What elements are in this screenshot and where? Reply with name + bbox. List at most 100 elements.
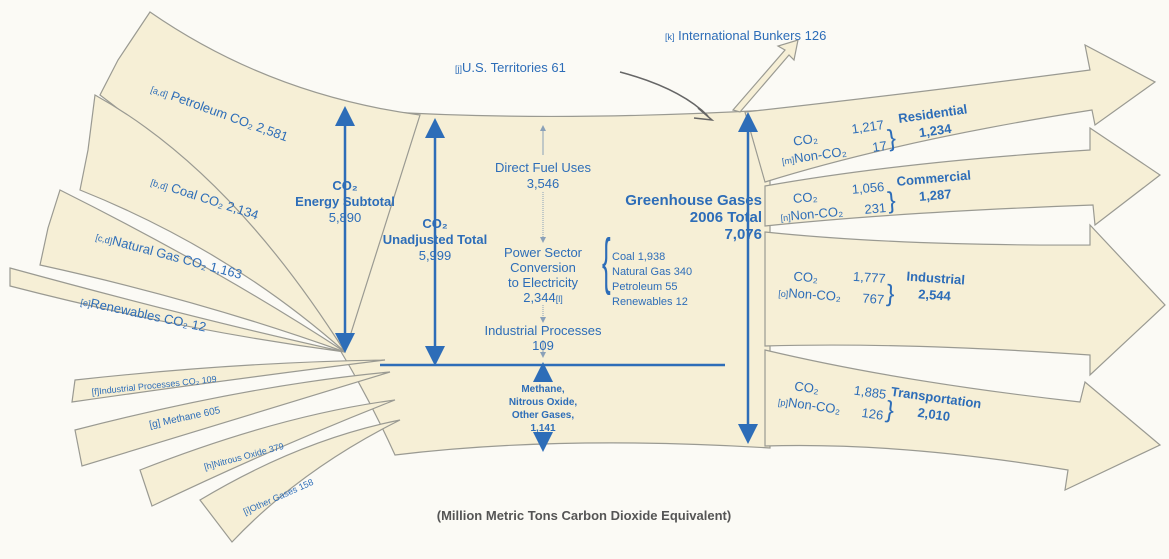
brace: } [884,396,896,424]
tag: [g] [148,418,161,431]
total-value: 7,076 [724,226,762,243]
tag: [m] [781,155,795,167]
gases-value: 1,141 [530,423,555,434]
non-co2-value: 126 [861,405,885,423]
sector-total: 1,287 [918,186,952,204]
value: 340 [674,266,692,278]
co2-label: CO₂ [792,131,818,149]
gases-line: Nitrous Oxide, [509,397,578,408]
label: Petroleum [612,281,662,293]
value: 605 [203,405,222,419]
energy-label: Energy Subtotal [295,194,395,209]
non-co2-value: 767 [862,290,885,306]
sector-total: 2,010 [917,405,951,424]
value: 1,938 [638,251,666,263]
label: Non-CO₂ [793,144,847,166]
tag: [i] [242,505,252,517]
total-line: Greenhouse Gases [625,192,762,209]
value: 12 [190,317,207,335]
label: Non-CO₂ [787,395,841,417]
co2-value: 1,885 [853,383,887,402]
power-breakdown: Coal 1,938 Natural Gas 340 Petroleum 55 … [612,251,692,308]
industrial-processes-value: 109 [532,338,554,353]
sector-name: Commercial [896,167,971,188]
label: U.S. Territories [462,60,548,75]
value: 379 [268,441,285,455]
power-line: Power Sector [504,245,583,260]
tag: [c,d] [94,232,113,246]
tag: [p] [777,397,788,408]
label: Natural Gas [612,266,671,278]
tag: [l] [556,294,563,304]
connectors [335,106,758,452]
label: Non-CO₂ [790,204,844,224]
bunkers-label: [k] International Bunkers 126 [665,28,826,43]
breakdown-item: Coal 1,938 [612,251,665,263]
value: 109 [201,374,217,386]
power-line: to Electricity [508,275,579,290]
total-line: 2006 Total [690,209,762,226]
direct-fuel-label: Direct Fuel Uses [495,160,592,175]
unadjusted-co2: CO₂ [422,216,448,231]
energy-co2: CO₂ [332,178,358,193]
tag: [f] [91,386,100,397]
center-labels: CO₂ Energy Subtotal 5,890 CO₂ Unadjusted… [295,160,602,434]
sector-total: 1,234 [918,121,953,140]
total-labels: Greenhouse Gases 2006 Total 7,076 [625,192,762,243]
label: Non-CO₂ [788,285,842,304]
non-co2: [p]Non-CO₂ [777,393,841,417]
label: International Bunkers [678,28,801,43]
co2-label: CO₂ [793,269,819,286]
brace: } [886,125,898,153]
brace: } [886,187,896,215]
non-co2: [n]Non-CO₂ [780,204,844,224]
value: 126 [805,28,827,43]
footer: (Million Metric Tons Carbon Dioxide Equi… [437,508,731,523]
non-co2: [o]Non-CO₂ [778,285,842,304]
tag: [j] [455,64,462,74]
co2-label: CO₂ [792,189,818,206]
brace: { [602,227,611,296]
breakdown-item: Petroleum 55 [612,281,677,293]
energy-value: 5,890 [329,210,362,225]
power-line: Conversion [510,260,576,275]
territories-label: [j]U.S. Territories 61 [455,60,566,75]
tag: [k] [665,32,675,42]
industrial-processes-label: Industrial Processes [484,323,602,338]
gases-line: Other Gases, [512,410,574,421]
flow-shapes [9,11,1166,543]
unadjusted-label: Unadjusted Total [383,232,487,247]
breakdown-item: Natural Gas 340 [612,266,692,278]
unadjusted-value: 5,999 [419,248,452,263]
power-value: 2,344[l] [523,290,563,305]
tag: [h] [203,460,215,472]
sector-total: 2,544 [918,286,952,303]
co2-label: CO₂ [793,378,819,396]
label: Renewables [612,296,673,308]
value: 12 [676,296,688,308]
co2-value: 1,777 [853,269,887,286]
value: 61 [551,60,565,75]
brace: } [886,280,896,307]
tag: [e] [80,297,92,309]
non-co2: [m]Non-CO₂ [781,144,848,168]
sector-name: Industrial [906,268,965,287]
value: 55 [665,281,677,293]
output-group: CO₂ 1,885[p]Non-CO₂ 126}Transportation2,01… [777,378,982,424]
direct-fuel-value: 3,546 [527,176,560,191]
value: 2,344 [523,290,556,305]
label: Coal [612,251,635,263]
co2-value: 1,056 [851,179,885,197]
gases-line: Methane, [521,384,565,395]
tag: [n] [780,212,791,223]
non-co2-value: 17 [871,138,887,155]
breakdown-item: Renewables 12 [612,296,688,308]
co2-value: 1,217 [851,117,885,136]
non-co2-value: 231 [864,200,887,217]
tag: [o] [778,289,789,300]
